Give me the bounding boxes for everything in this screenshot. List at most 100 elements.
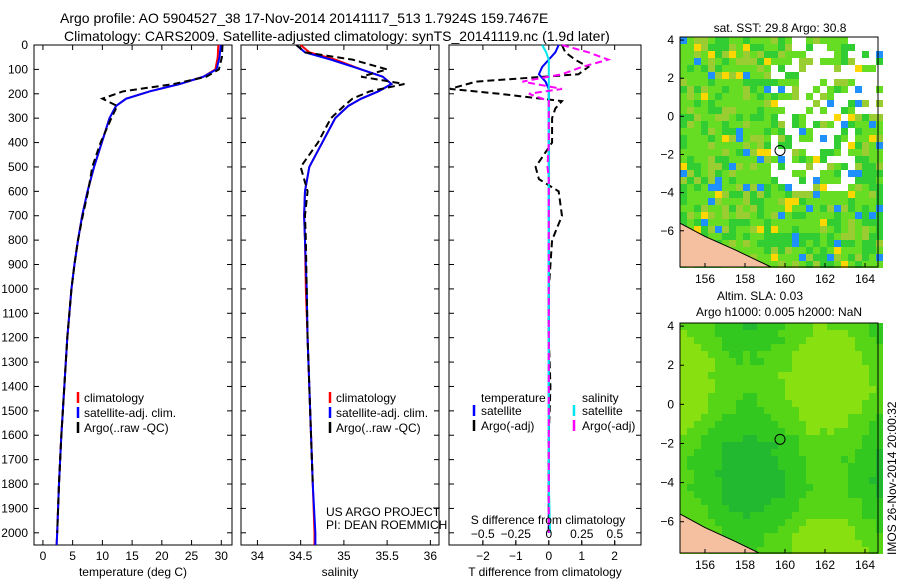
y-tick-label: 200 bbox=[8, 87, 28, 101]
map-cell bbox=[750, 65, 757, 72]
map-cell bbox=[729, 414, 736, 421]
map-cell bbox=[806, 93, 813, 100]
map-cell bbox=[848, 365, 855, 372]
map-cell bbox=[806, 44, 813, 51]
map-cell bbox=[750, 351, 757, 358]
map-cell bbox=[827, 421, 834, 428]
map-cell bbox=[855, 407, 862, 414]
map-cell bbox=[855, 58, 862, 65]
map-cell bbox=[687, 156, 694, 163]
map-cell bbox=[862, 37, 869, 44]
map-cell bbox=[855, 533, 862, 540]
map-cell bbox=[687, 512, 694, 519]
map-cell bbox=[869, 107, 876, 114]
map-cell bbox=[722, 114, 729, 121]
map-cell bbox=[806, 505, 813, 512]
lat-tick-label: 2 bbox=[667, 71, 674, 85]
map-cell bbox=[792, 121, 799, 128]
series-line-climatology bbox=[55, 44, 220, 546]
map-cell bbox=[806, 400, 813, 407]
map-cell bbox=[848, 519, 855, 526]
map-cell bbox=[876, 114, 883, 121]
map-cell bbox=[848, 407, 855, 414]
map-cell bbox=[841, 240, 848, 247]
map-cell bbox=[869, 240, 876, 247]
map-cell bbox=[778, 533, 785, 540]
map-cell bbox=[708, 149, 715, 156]
map-cell bbox=[778, 428, 785, 435]
map-cell bbox=[701, 51, 708, 58]
map-cell bbox=[764, 51, 771, 58]
map-cell bbox=[862, 470, 869, 477]
map-cell bbox=[785, 114, 792, 121]
map-cell bbox=[876, 79, 883, 86]
map-cell bbox=[869, 477, 876, 484]
map-cell bbox=[862, 65, 869, 72]
map-cell bbox=[806, 547, 813, 554]
map-cell bbox=[869, 100, 876, 107]
map-cell bbox=[729, 456, 736, 463]
map-cell bbox=[722, 330, 729, 337]
map-cell bbox=[687, 177, 694, 184]
lat-tick-label: 4 bbox=[667, 33, 674, 47]
map-cell bbox=[820, 519, 827, 526]
map-cell bbox=[680, 414, 687, 421]
map-cell bbox=[827, 526, 834, 533]
map-cell bbox=[771, 86, 778, 93]
map-cell bbox=[722, 51, 729, 58]
map-cell bbox=[750, 198, 757, 205]
map-cell bbox=[841, 505, 848, 512]
map-cell bbox=[785, 421, 792, 428]
map-cell bbox=[771, 184, 778, 191]
map-cell bbox=[680, 44, 687, 51]
map-cell bbox=[827, 142, 834, 149]
x-tick-label: −1 bbox=[509, 549, 523, 563]
map-cell bbox=[848, 498, 855, 505]
map-cell bbox=[862, 484, 869, 491]
map-cell bbox=[764, 526, 771, 533]
map-cell bbox=[820, 505, 827, 512]
map-cell bbox=[855, 107, 862, 114]
map-cell bbox=[841, 323, 848, 330]
map-cell bbox=[785, 407, 792, 414]
map-cell bbox=[799, 247, 806, 254]
map-cell bbox=[855, 435, 862, 442]
map-cell bbox=[771, 435, 778, 442]
map-cell bbox=[778, 184, 785, 191]
map-cell bbox=[785, 435, 792, 442]
map-cell bbox=[834, 330, 841, 337]
map-cell bbox=[757, 44, 764, 51]
map-cell bbox=[848, 205, 855, 212]
map-cell bbox=[841, 65, 848, 72]
map-cell bbox=[827, 512, 834, 519]
map-cell bbox=[729, 37, 736, 44]
map-cell bbox=[722, 358, 729, 365]
map-cell bbox=[722, 121, 729, 128]
map-cell bbox=[722, 191, 729, 198]
map-cell bbox=[813, 484, 820, 491]
map-cell bbox=[778, 177, 785, 184]
map-cell bbox=[785, 219, 792, 226]
map-cell bbox=[722, 205, 729, 212]
map-cell bbox=[841, 219, 848, 226]
map-cell bbox=[694, 379, 701, 386]
map-cell bbox=[736, 519, 743, 526]
map-cell bbox=[764, 170, 771, 177]
map-cell bbox=[771, 114, 778, 121]
map-cell bbox=[771, 240, 778, 247]
map-cell bbox=[722, 519, 729, 526]
map-cell bbox=[813, 365, 820, 372]
map-cell bbox=[764, 114, 771, 121]
map-cell bbox=[722, 240, 729, 247]
map-cell bbox=[813, 456, 820, 463]
map-cell bbox=[806, 247, 813, 254]
map-cell bbox=[680, 93, 687, 100]
map-cell bbox=[729, 323, 736, 330]
map-cell bbox=[869, 351, 876, 358]
map-cell bbox=[848, 386, 855, 393]
map-cell bbox=[848, 44, 855, 51]
map-cell bbox=[820, 121, 827, 128]
map-cell bbox=[869, 86, 876, 93]
map-cell bbox=[806, 233, 813, 240]
map-cell bbox=[827, 477, 834, 484]
